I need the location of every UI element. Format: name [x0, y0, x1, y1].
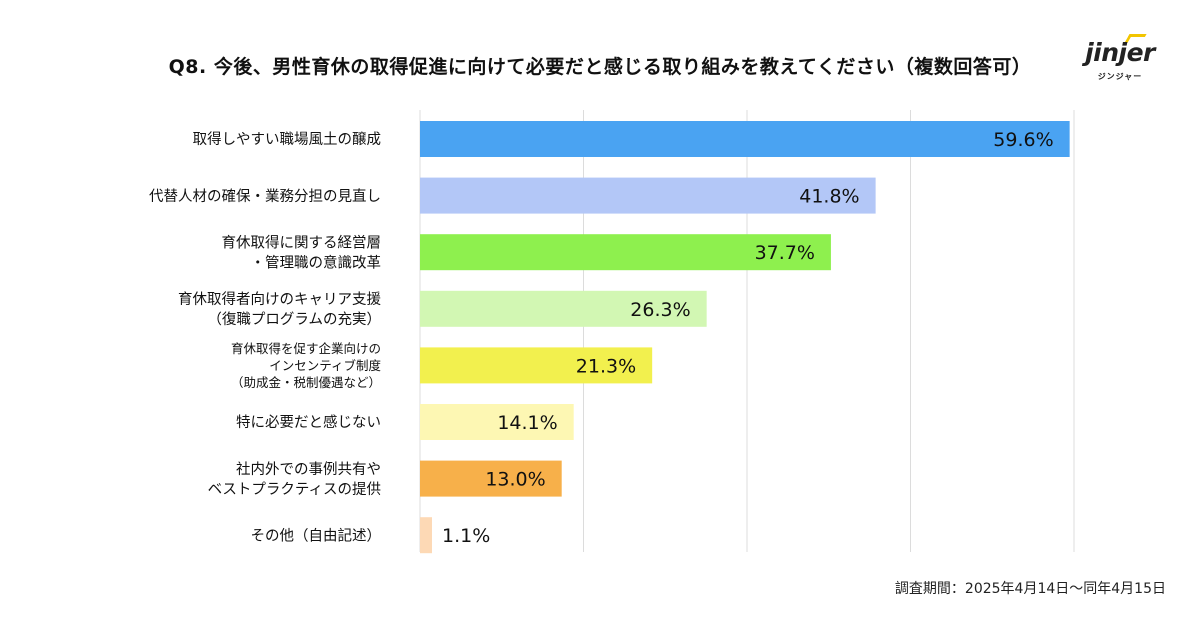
- bar: [420, 404, 574, 440]
- data-label: 1.1%: [442, 525, 490, 547]
- survey-period-note: 調査期間：2025年4月14日〜同年4月15日: [894, 581, 1166, 597]
- data-labels: 59.6% 41.8% 37.7% 26.3% 21.3% 14.1% 13.0% 1.1%: [442, 129, 1054, 547]
- jinjer-logo: jinjer ジンジャー: [1080, 34, 1160, 86]
- category-label: その他（自由記述）: [251, 527, 382, 544]
- category-label: 代替人材の確保・業務分担の見直し: [149, 188, 381, 205]
- chart-title: Q8. 今後、男性育休の取得促進に向けて必要だと感じる取り組みを教えてください（…: [168, 56, 1032, 78]
- category-label: 特に必要だと感じない: [236, 414, 381, 431]
- category-label: 育休取得を促す企業向けのインセンティブ制度（助成金・税制優遇など）: [231, 341, 382, 390]
- bar: [420, 460, 562, 497]
- category-label: 育休取得に関する経営層・管理職の意識改革: [222, 234, 382, 271]
- data-label: 37.7%: [755, 242, 815, 264]
- bar: [420, 177, 876, 214]
- logo-wordmark: jinjer: [1085, 38, 1155, 67]
- data-label: 14.1%: [497, 412, 557, 434]
- data-label: 41.8%: [799, 186, 859, 208]
- category-labels: 取得しやすい職場風土の醸成代替人材の確保・業務分担の見直し育休取得に関する経営層…: [149, 131, 381, 544]
- data-label: 59.6%: [993, 129, 1053, 151]
- data-label: 21.3%: [576, 355, 636, 377]
- bar: [420, 517, 432, 554]
- logo-subtitle: ジンジャー: [1097, 72, 1143, 81]
- category-label: 社内外での事例共有やベストプラクティスの提供: [208, 461, 381, 498]
- bar: [420, 290, 707, 327]
- data-label: 13.0%: [485, 469, 545, 491]
- bar: [420, 347, 653, 384]
- category-label: 取得しやすい職場風土の醸成: [193, 131, 381, 148]
- bars: [420, 121, 1070, 554]
- bar: [420, 121, 1070, 157]
- data-label: 26.3%: [630, 299, 690, 321]
- category-label: 育休取得者向けのキャリア支援（復職プログラムの充実）: [178, 291, 381, 328]
- bar: [420, 234, 831, 271]
